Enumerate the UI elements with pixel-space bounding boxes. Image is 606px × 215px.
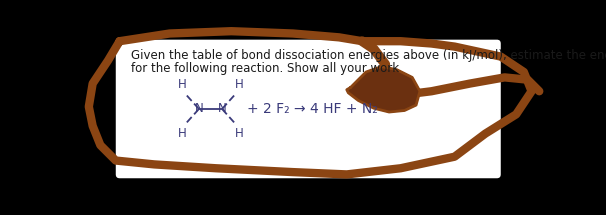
Text: H: H — [178, 78, 187, 91]
Polygon shape — [347, 67, 420, 112]
Text: + 2 F₂ → 4 HF + N₂: + 2 F₂ → 4 HF + N₂ — [247, 102, 378, 116]
Text: for the following reaction. Show all your work: for the following reaction. Show all you… — [131, 62, 399, 75]
Text: Given the table of bond dissociation energies above (in kJ/mol), estimate the en: Given the table of bond dissociation ene… — [131, 49, 606, 62]
Text: H: H — [235, 78, 244, 91]
FancyBboxPatch shape — [116, 40, 501, 178]
Text: N: N — [218, 103, 227, 115]
Text: N: N — [195, 103, 203, 115]
Text: H: H — [235, 127, 244, 140]
Text: H: H — [178, 127, 187, 140]
